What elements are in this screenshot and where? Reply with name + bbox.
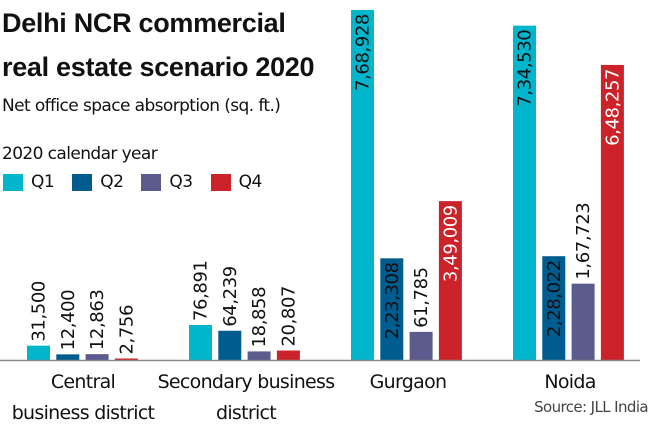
value-label-q3-2: 61,785 <box>411 267 432 328</box>
value-label-q1-2: 7,68,928 <box>353 14 374 91</box>
value-label-q1-1: 76,891 <box>191 260 212 321</box>
bar-q4-3 <box>600 64 624 360</box>
source-note: Source: JLL India <box>534 398 648 416</box>
chart-title-line1: Delhi NCR commercial <box>2 8 286 38</box>
bar-q1-2 <box>351 10 374 360</box>
value-label-q2-0: 12,400 <box>58 290 79 351</box>
bar-q3-2 <box>409 331 433 360</box>
bar-q2-2 <box>380 258 404 360</box>
value-label-q4-3: 6,48,257 <box>602 69 623 146</box>
bar-q4-2 <box>438 201 462 360</box>
legend: Q1 Q2 Q3 Q4 <box>3 172 280 192</box>
value-label-q3-3: 1,67,723 <box>573 203 594 280</box>
legend-label-q4: Q4 <box>238 172 263 192</box>
legend-swatch-q4 <box>210 173 231 191</box>
legend-item-q1: Q1 <box>3 172 55 192</box>
category-label-secondary-business-district-line1: Secondary business <box>158 371 335 393</box>
value-label-q3-0: 12,863 <box>87 290 108 351</box>
legend-item-q3: Q3 <box>141 172 193 192</box>
bar-q1-1 <box>189 325 212 360</box>
bar-q3-3 <box>571 283 595 360</box>
bar-q4-0 <box>114 358 138 360</box>
value-label-q2-2: 2,23,308 <box>382 262 403 339</box>
category-label-secondary-business-district-line2: district <box>216 402 276 424</box>
category-label-noida: Noida <box>544 371 595 393</box>
bar-q4-1 <box>276 350 300 360</box>
legend-label-q3: Q3 <box>169 172 193 192</box>
value-label-q1-0: 31,500 <box>29 281 50 342</box>
legend-swatch-q3 <box>141 173 162 191</box>
category-label-central-business-district-line2: business district <box>12 402 155 424</box>
legend-swatch-q1 <box>3 173 23 191</box>
value-label-q4-1: 20,807 <box>278 286 299 347</box>
legend-swatch-q2 <box>72 173 93 191</box>
value-label-q2-1: 64,239 <box>220 266 241 327</box>
period-label: 2020 calendar year <box>2 144 158 164</box>
bar-q2-1 <box>218 330 242 360</box>
legend-label-q2: Q2 <box>100 172 124 192</box>
value-label-q3-1: 18,858 <box>249 287 270 348</box>
legend-item-q4: Q4 <box>210 172 263 192</box>
bar-q1-3 <box>513 25 536 360</box>
bar-q3-0 <box>85 354 109 360</box>
legend-label-q1: Q1 <box>31 172 55 192</box>
value-label-q4-0: 2,756 <box>116 305 137 355</box>
bars-group: 31,500 76,891 7,68,928 7,34,530 12,400 64,239… <box>27 10 624 360</box>
bar-q2-3 <box>542 256 566 360</box>
category-label-gurgaon: Gurgaon <box>370 371 447 393</box>
value-label-q2-3: 2,28,022 <box>544 260 565 337</box>
value-label-q1-3: 7,34,530 <box>515 30 536 107</box>
chart-subtitle: Net office space absorption (sq. ft.) <box>2 96 281 116</box>
bar-q1-0 <box>27 345 50 360</box>
bar-q3-1 <box>247 351 271 360</box>
value-label-q4-2: 3,49,009 <box>440 205 461 282</box>
bar-q2-0 <box>56 354 80 360</box>
category-label-central-business-district-line1: Central <box>51 371 115 393</box>
legend-item-q2: Q2 <box>72 172 124 192</box>
chart-title-line2: real estate scenario 2020 <box>2 52 315 82</box>
